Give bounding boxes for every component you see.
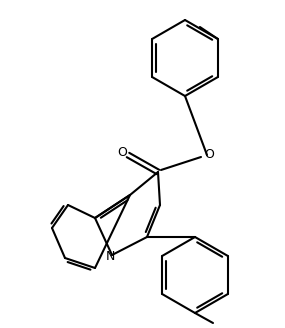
Text: O: O xyxy=(204,149,214,161)
Text: O: O xyxy=(117,147,127,159)
Text: N: N xyxy=(105,250,115,262)
